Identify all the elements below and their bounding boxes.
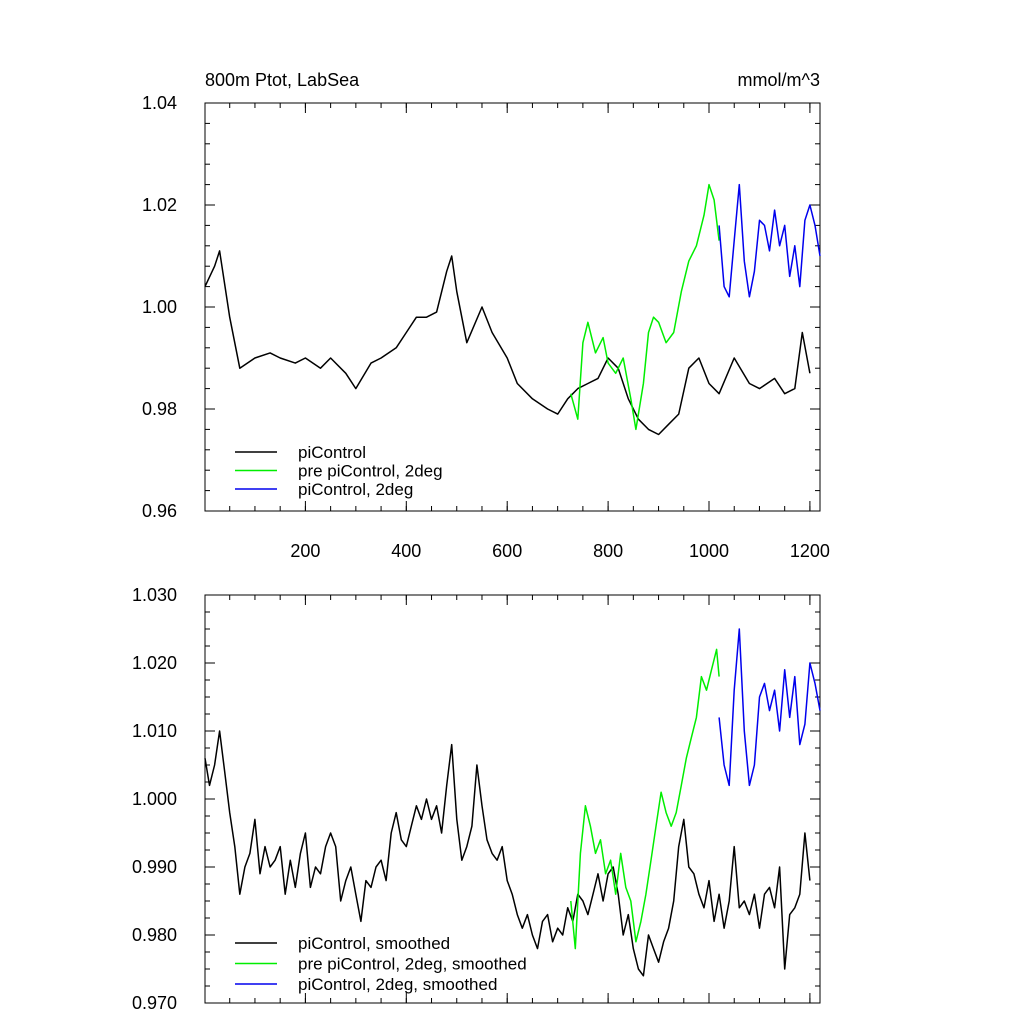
legend: piControl, smoothed pre piControl, 2deg, … (235, 934, 527, 994)
y-tick-label: 1.010 (132, 721, 177, 741)
series-line (570, 648, 720, 950)
legend-label: piControl, smoothed (298, 934, 450, 953)
legend-label: pre piControl, 2deg, smoothed (298, 955, 527, 974)
y-tick-label: 1.04 (142, 93, 177, 113)
y-tick-label: 0.990 (132, 857, 177, 877)
y-tick-label: 0.970 (132, 993, 177, 1013)
y-tick-label: 1.020 (132, 653, 177, 673)
x-tick-labels: 200 400 600 800 1000 1200 (290, 541, 830, 561)
legend-label: pre piControl, 2deg (298, 462, 443, 481)
tick-marks (205, 594, 820, 1004)
series-line (718, 183, 821, 298)
legend-label: piControl (298, 443, 366, 462)
x-tick-label: 600 (492, 541, 522, 561)
x-tick-label: 1200 (790, 541, 830, 561)
series-line (570, 183, 720, 431)
y-tick-labels: 0.970 0.980 0.990 1.000 1.010 1.020 1.030 (132, 585, 177, 1013)
legend-label: piControl, 2deg, smoothed (298, 975, 497, 994)
panel-title-right: mmol/m^3 (738, 70, 820, 90)
y-tick-label: 1.000 (132, 789, 177, 809)
series-line (204, 250, 811, 436)
y-tick-label: 1.02 (142, 195, 177, 215)
bottom-panel: 0.970 0.980 0.990 1.000 1.010 1.020 1.030 piCo… (132, 585, 821, 1013)
y-tick-label: 1.00 (142, 297, 177, 317)
x-tick-label: 400 (391, 541, 421, 561)
panel-title-left: 800m Ptot, LabSea (205, 70, 360, 90)
y-tick-labels: 0.96 0.98 1.00 1.02 1.04 (142, 93, 177, 521)
x-tick-label: 1000 (689, 541, 729, 561)
tick-marks (205, 102, 820, 512)
y-tick-label: 1.030 (132, 585, 177, 605)
series-lines (204, 628, 821, 977)
series-line (204, 730, 811, 977)
x-tick-label: 800 (593, 541, 623, 561)
y-tick-label: 0.96 (142, 501, 177, 521)
y-tick-label: 0.98 (142, 399, 177, 419)
series-lines (204, 183, 821, 436)
series-line (718, 628, 821, 787)
x-tick-label: 200 (290, 541, 320, 561)
legend-label: piControl, 2deg (298, 480, 413, 499)
top-panel: 800m Ptot, LabSea mmol/m^3 200 400 600 800 1… (142, 70, 830, 561)
y-tick-label: 0.980 (132, 925, 177, 945)
